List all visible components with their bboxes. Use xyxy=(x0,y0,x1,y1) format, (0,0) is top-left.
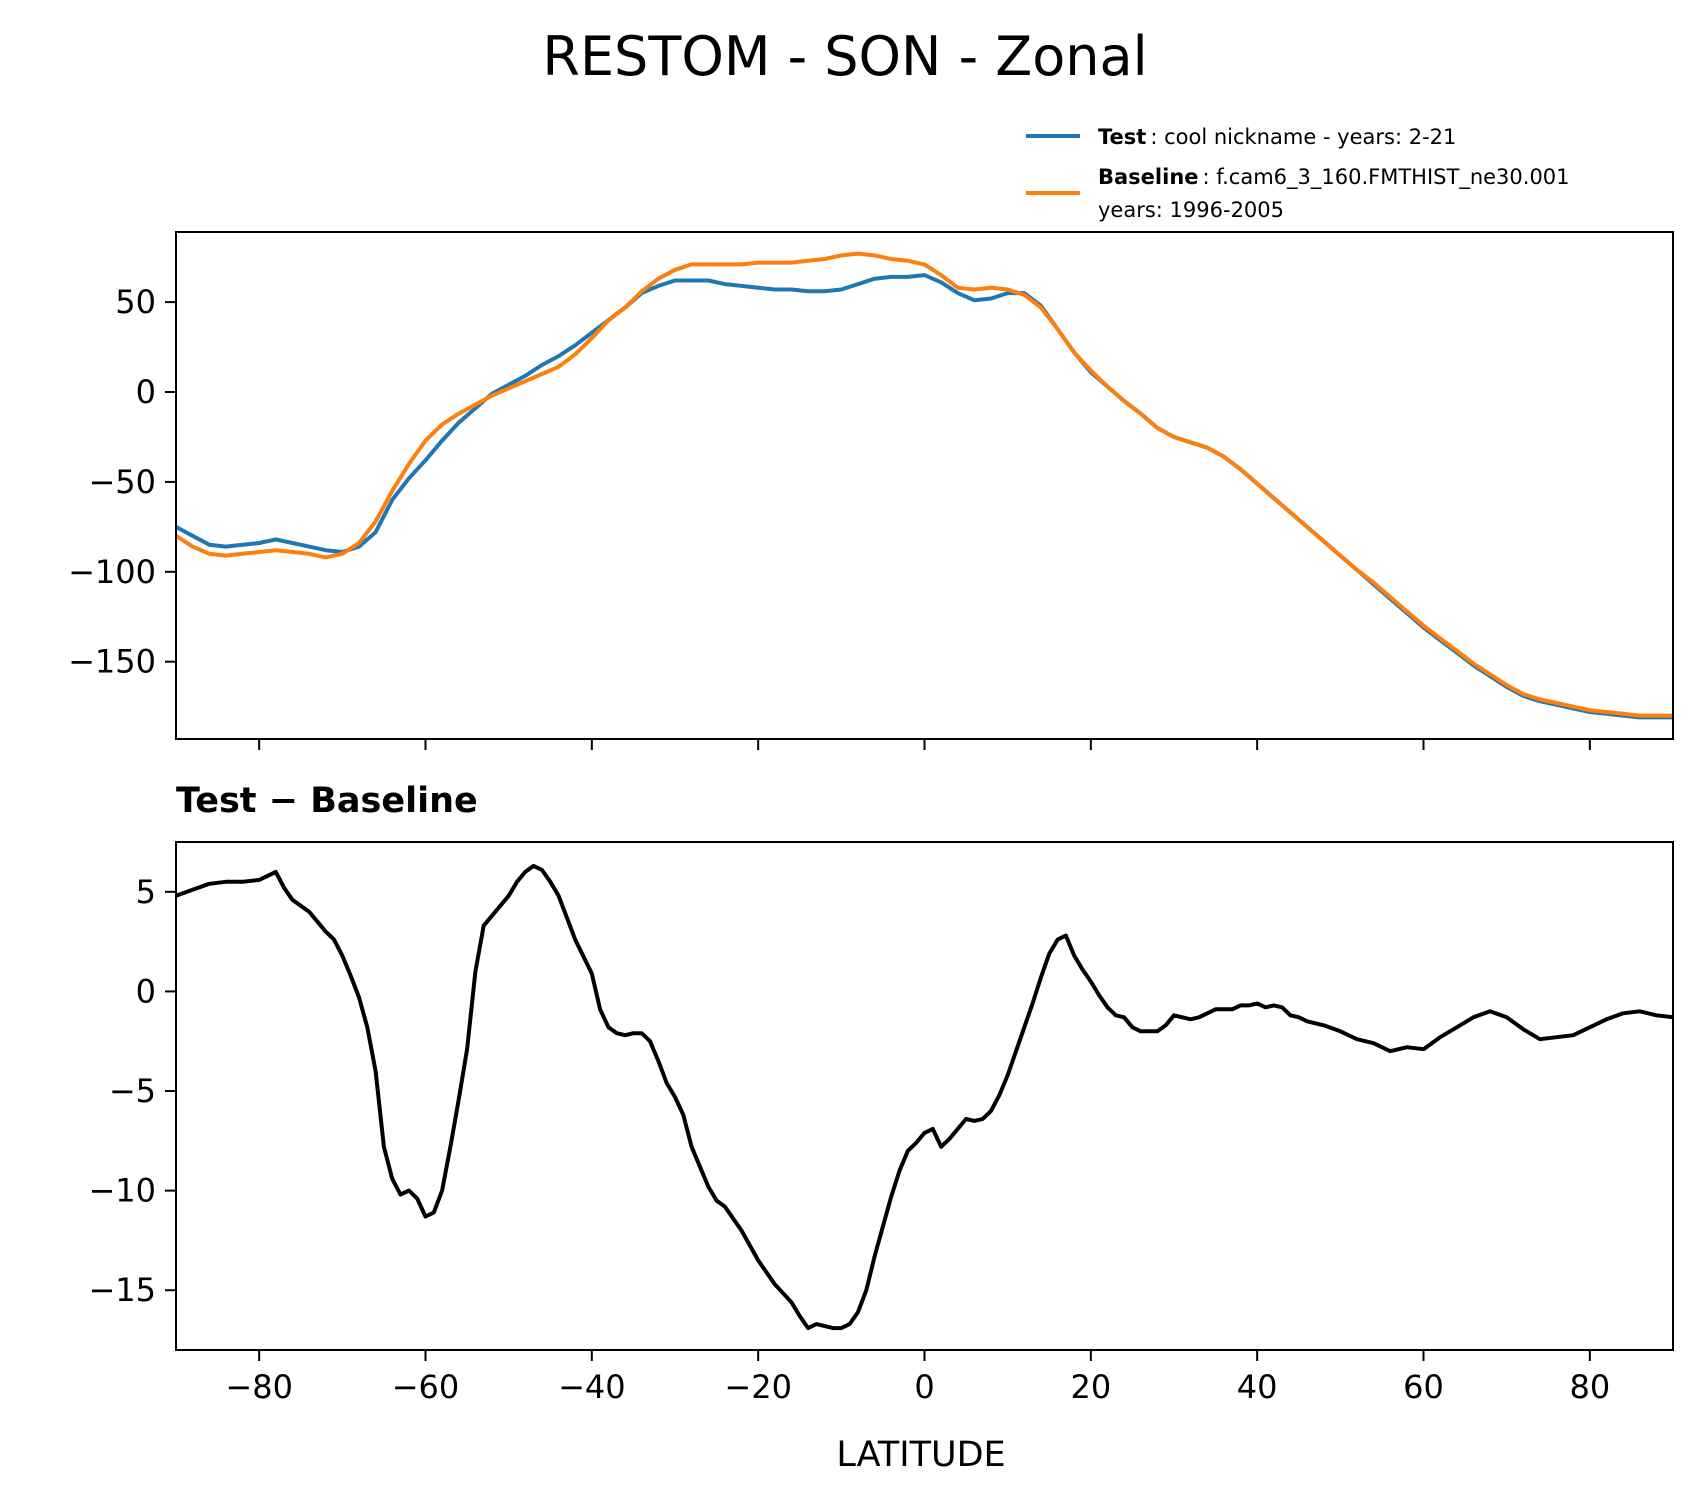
series-line-baseline xyxy=(176,251,1673,718)
y-tick-label: −15 xyxy=(88,1271,156,1309)
axes-frame xyxy=(175,841,1674,1351)
x-tick-label: −60 xyxy=(392,1368,460,1406)
x-tick-label: 80 xyxy=(1569,1368,1610,1406)
y-tick-label: −100 xyxy=(68,553,156,591)
x-tick-label: 20 xyxy=(1070,1368,1111,1406)
legend-label-test: Test: cool nickname - years: 2-21 xyxy=(1098,125,1456,149)
y-tick-label: 0 xyxy=(136,972,156,1010)
x-tick-label: 40 xyxy=(1237,1368,1278,1406)
y-tick-label: −5 xyxy=(109,1072,156,1110)
x-tick-label: 60 xyxy=(1403,1368,1444,1406)
legend-label-baseline-line2: years: 1996-2005 xyxy=(1098,198,1284,222)
difference-panel-title: Test − Baseline xyxy=(176,781,478,821)
series-line-difference xyxy=(176,863,1673,1331)
y-tick-label: 0 xyxy=(136,373,156,411)
y-tick-label: −50 xyxy=(88,463,156,501)
y-tick-label: −150 xyxy=(68,643,156,681)
axes-frame xyxy=(175,231,1674,740)
x-tick-label: −20 xyxy=(724,1368,792,1406)
legend: Test: cool nickname - years: 2-21 Baselin… xyxy=(1026,125,1570,222)
y-tick-label: −10 xyxy=(88,1172,156,1210)
series-line-test xyxy=(176,273,1673,720)
top-panel: 50 0 −50 −100 −150 xyxy=(68,231,1674,750)
x-tick-label: 0 xyxy=(914,1368,934,1406)
legend-label-baseline: Baseline: f.cam6_3_160.FMTHIST_ne30.001 xyxy=(1098,165,1570,190)
x-axis-label: LATITUDE xyxy=(836,1435,1005,1475)
x-tick-label: −80 xyxy=(225,1368,293,1406)
bottom-panel: −80 −60 −40 −20 0 20 40 60 80 5 0 −5 −10 −15 xyxy=(88,841,1674,1406)
chart-title: RESTOM - SON - Zonal xyxy=(542,25,1147,88)
y-tick-label: 50 xyxy=(115,283,156,321)
x-tick-label: −40 xyxy=(558,1368,626,1406)
y-tick-label: 5 xyxy=(136,873,156,911)
